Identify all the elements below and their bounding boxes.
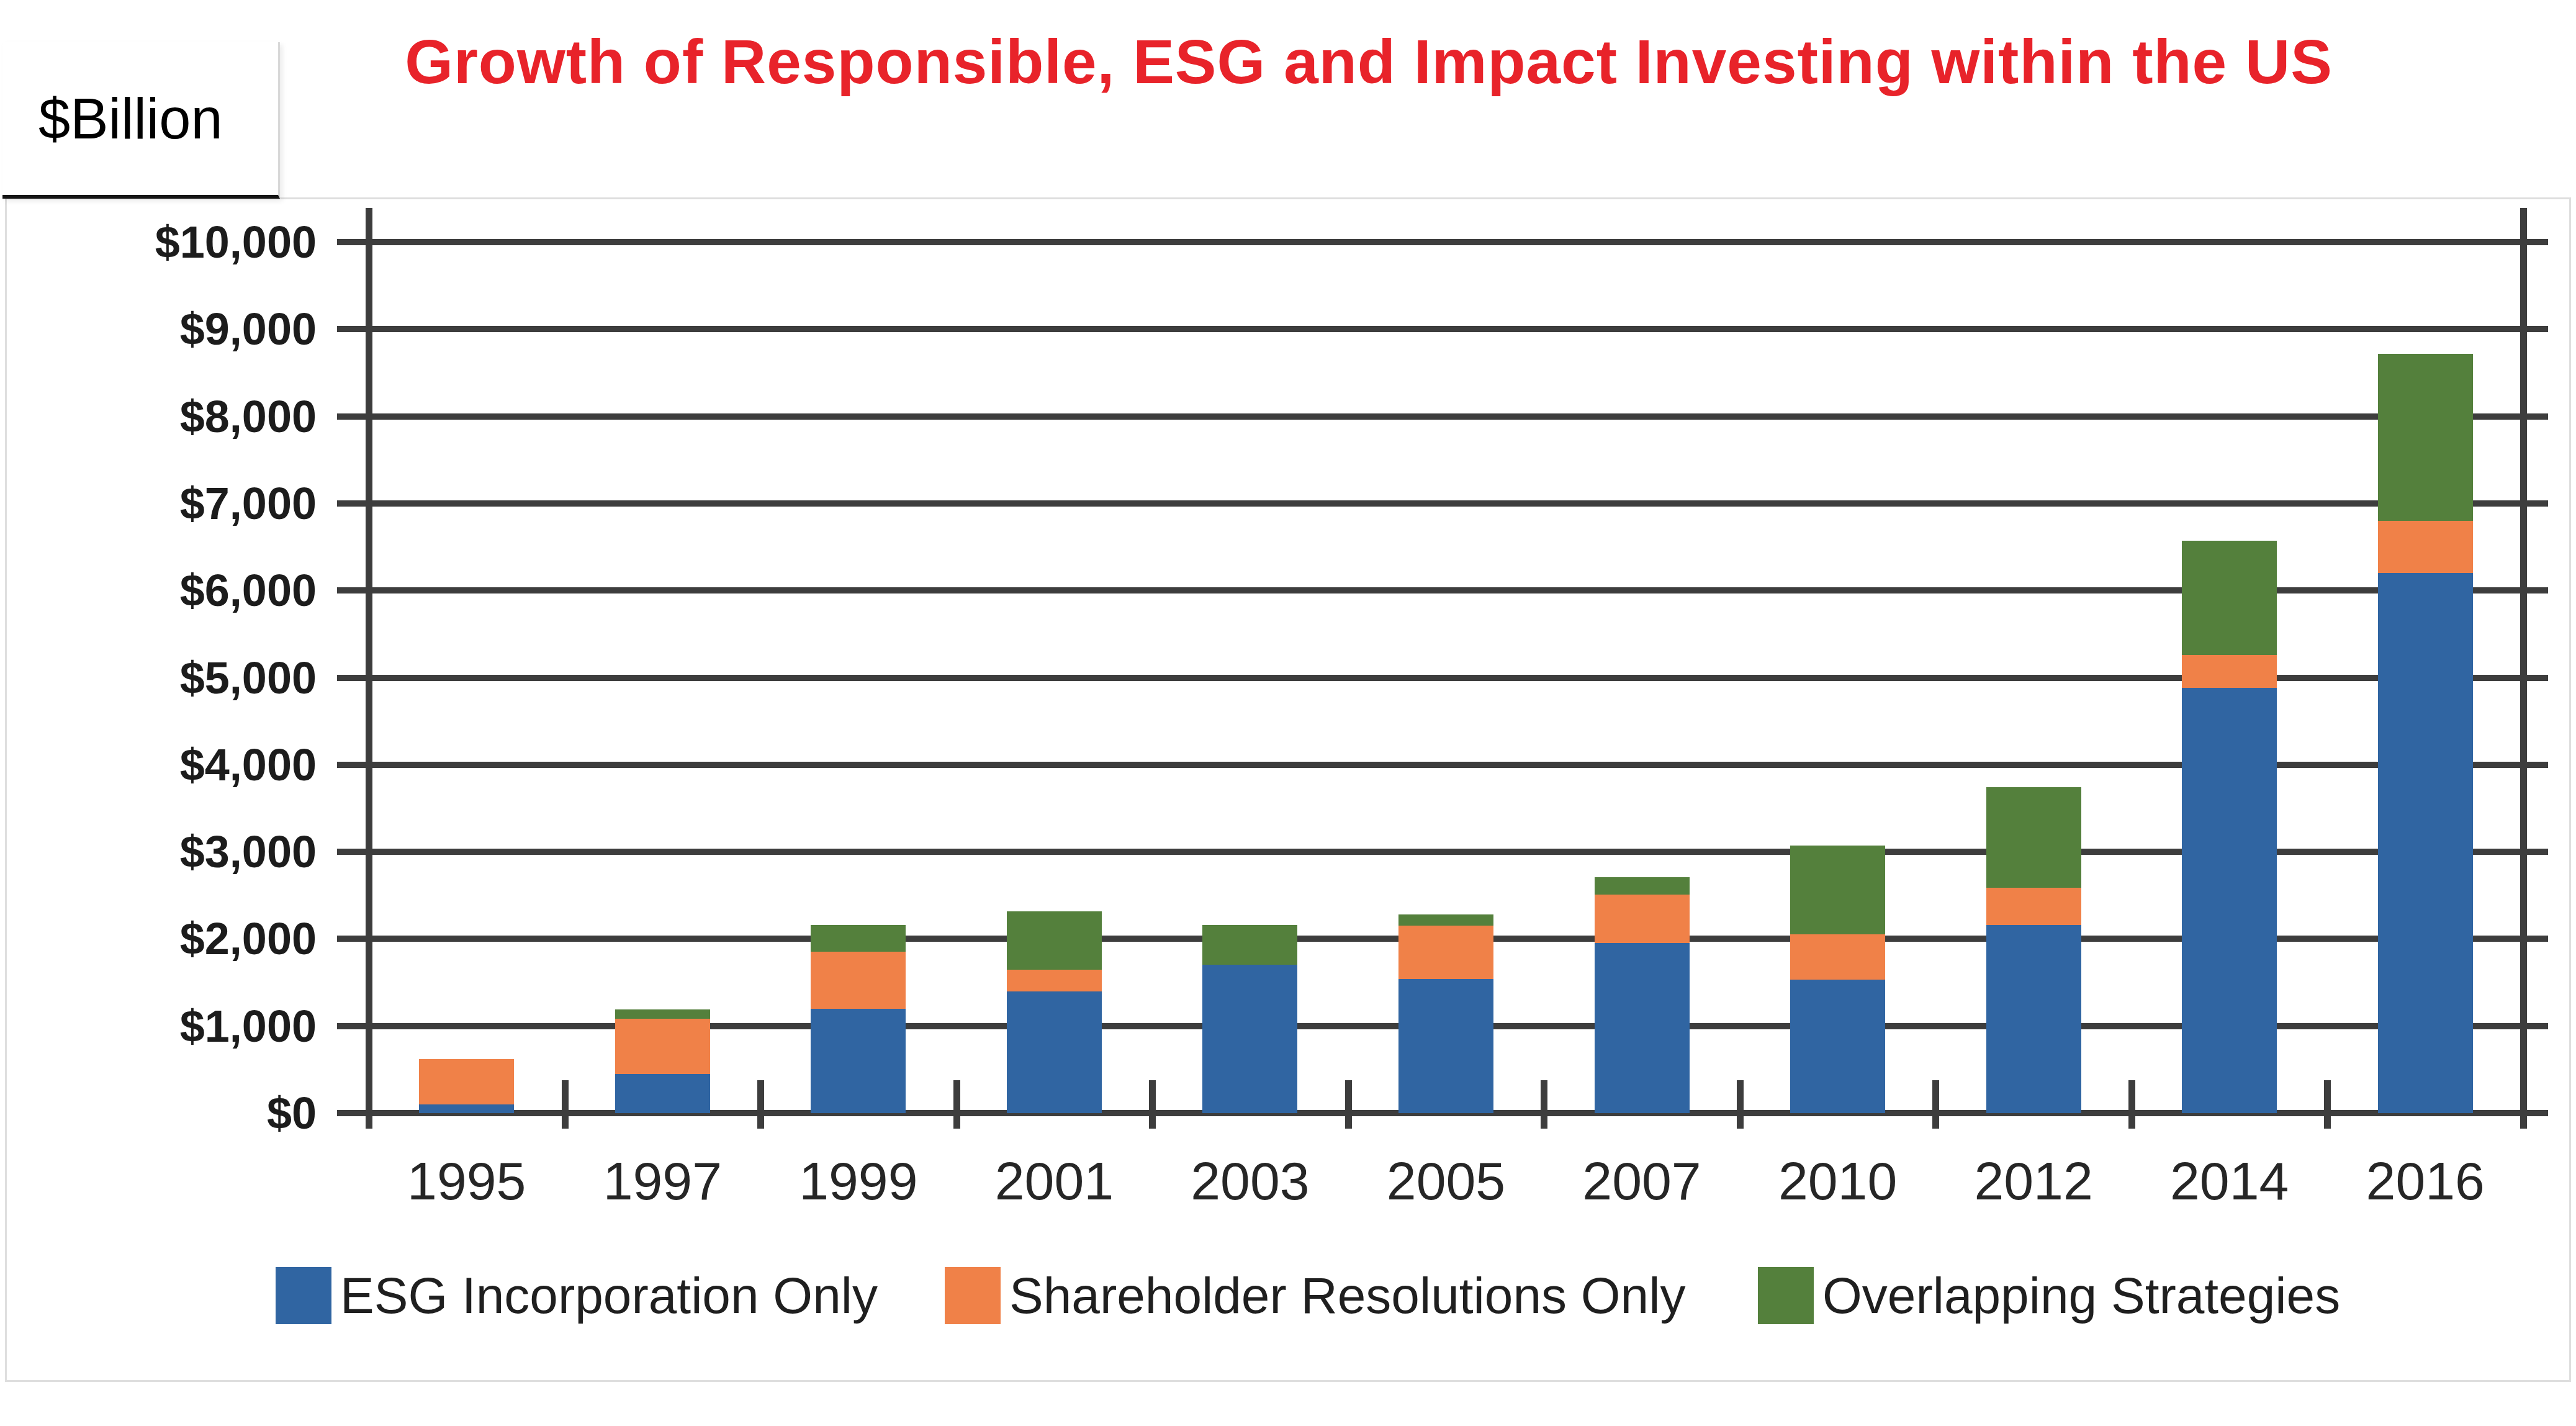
x-axis-tick: [1932, 1080, 1939, 1129]
y-tick-label: $6,000: [68, 562, 317, 619]
legend-swatch-icon: [1758, 1267, 1814, 1324]
bar-segment-2016: [2378, 573, 2473, 1113]
legend-label: ESG Incorporation Only: [340, 1266, 878, 1325]
gridline: [337, 413, 2548, 420]
chart-page: $Billion Growth of Responsible, ESG and …: [0, 0, 2576, 1426]
gridline: [337, 239, 2548, 245]
legend-item: Shareholder Resolutions Only: [945, 1266, 1685, 1325]
y-tick-label: $8,000: [68, 388, 317, 445]
bar-segment-2010: [1790, 934, 1885, 980]
bar-segment-2014: [2182, 688, 2277, 1113]
y-tick-label: $9,000: [68, 300, 317, 358]
bar-segment-2005: [1398, 926, 1493, 979]
bar-segment-2010: [1790, 980, 1885, 1113]
bar-segment-1997: [615, 1019, 710, 1073]
bar-segment-1995: [419, 1104, 514, 1113]
x-axis-tick: [1737, 1080, 1744, 1129]
bar-segment-2003: [1202, 925, 1297, 965]
x-axis-tick: [2128, 1080, 2135, 1129]
y-axis-line: [366, 208, 372, 1129]
y-tick-label: $5,000: [68, 649, 317, 706]
x-axis-tick: [953, 1080, 960, 1129]
bar-segment-2007: [1595, 877, 1690, 895]
gridline: [337, 500, 2548, 507]
x-axis-tick: [1149, 1080, 1156, 1129]
y-tick-label: $4,000: [68, 736, 317, 793]
bar-segment-1997: [615, 1074, 710, 1113]
bar-segment-1997: [615, 1009, 710, 1019]
legend-label: Overlapping Strategies: [1822, 1266, 2340, 1325]
x-axis-tick: [366, 1080, 372, 1129]
x-axis-tick: [1541, 1080, 1547, 1129]
y-tick-label: $3,000: [68, 823, 317, 880]
x-axis-tick: [562, 1080, 569, 1129]
legend-swatch-icon: [945, 1267, 1001, 1324]
y-tick-label: $10,000: [68, 214, 317, 271]
y-tick-label: $0: [68, 1085, 317, 1142]
bar-segment-1999: [811, 952, 906, 1008]
bar-segment-2012: [1986, 787, 2081, 887]
bar-segment-2010: [1790, 846, 1885, 934]
bar-segment-2007: [1595, 943, 1690, 1113]
plot-area: $0 $1,000 $2,000 $3,000 $4,000 $5,000 $6,000 $7…: [0, 0, 2576, 1426]
bar-segment-2016: [2378, 521, 2473, 573]
bar-segment-2003: [1202, 965, 1297, 1113]
y-tick-label: $1,000: [68, 998, 317, 1055]
bar-segment-2007: [1595, 895, 1690, 944]
legend-swatch-icon: [276, 1267, 331, 1324]
x-axis-tick: [1345, 1080, 1352, 1129]
legend-item: ESG Incorporation Only: [276, 1266, 878, 1325]
plot-right-border: [2520, 208, 2527, 1129]
legend-item: Overlapping Strategies: [1758, 1266, 2340, 1325]
y-tick-label: $7,000: [68, 475, 317, 532]
bar-segment-2012: [1986, 925, 2081, 1113]
bar-segment-2012: [1986, 888, 2081, 925]
bar-segment-2014: [2182, 655, 2277, 688]
y-tick-label: $2,000: [68, 910, 317, 967]
bar-segment-2001: [1007, 991, 1102, 1113]
x-axis-label: 2016: [2301, 1150, 2549, 1212]
x-axis-tick: [757, 1080, 764, 1129]
gridline: [337, 326, 2548, 332]
bar-segment-1999: [811, 925, 906, 952]
bar-segment-2016: [2378, 354, 2473, 521]
legend-label: Shareholder Resolutions Only: [1009, 1266, 1685, 1325]
bar-segment-2005: [1398, 914, 1493, 926]
x-axis-tick: [2324, 1080, 2331, 1129]
x-axis-tick: [2520, 1080, 2527, 1129]
bar-segment-2014: [2182, 541, 2277, 655]
bar-segment-2001: [1007, 970, 1102, 991]
bar-segment-2001: [1007, 911, 1102, 970]
legend: ESG Incorporation Only Shareholder Resolu…: [0, 1266, 2576, 1335]
bar-segment-1995: [419, 1059, 514, 1104]
bar-segment-1999: [811, 1009, 906, 1113]
bar-segment-2005: [1398, 979, 1493, 1113]
